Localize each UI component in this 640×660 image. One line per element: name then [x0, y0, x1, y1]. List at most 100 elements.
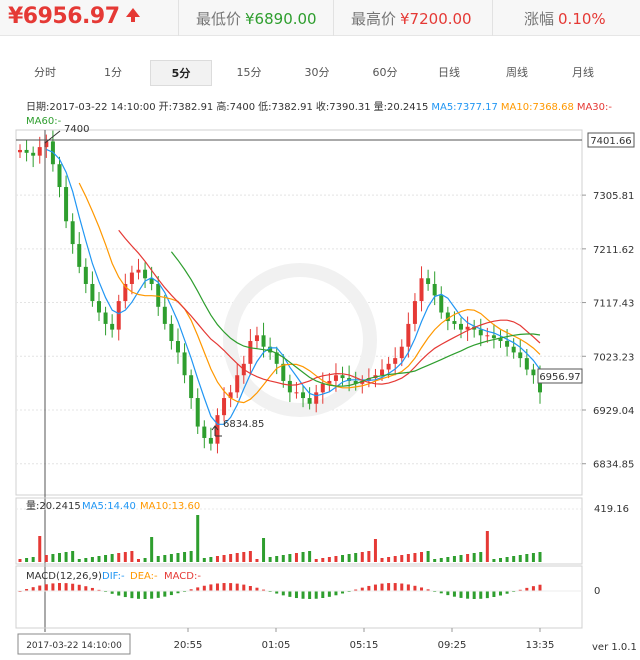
volume-bar — [433, 559, 437, 562]
info-low: 低:7382.91 — [258, 102, 313, 113]
info-date: 日期:2017-03-22 14:10:00 — [26, 102, 156, 113]
macd-bar — [262, 589, 266, 591]
macd-bar — [189, 589, 193, 591]
tab-fenshi[interactable]: 分时 — [34, 66, 56, 79]
y-tick-label: 7211.62 — [593, 245, 634, 256]
info-ma60: MA60:- — [26, 116, 62, 127]
macd-bar — [321, 591, 325, 599]
low-label: 最低价 — [196, 10, 242, 28]
volume-bar — [25, 558, 29, 562]
volume-bar — [380, 558, 384, 562]
candle-body — [333, 375, 338, 381]
price-panel-frame — [15, 129, 583, 496]
volume-bar — [90, 557, 94, 562]
crosshair-price-box — [587, 132, 635, 148]
volume-bar — [215, 556, 219, 562]
volume-bar — [393, 556, 397, 562]
volume-bar — [466, 554, 470, 562]
macd-bar — [150, 591, 154, 599]
tab-60min[interactable]: 60分 — [372, 66, 398, 79]
tab-5min[interactable]: 5分 — [150, 60, 212, 86]
macd-bar — [301, 591, 305, 599]
volume-bar — [531, 553, 535, 562]
candle-body — [518, 352, 523, 359]
macd-bar — [531, 586, 535, 591]
macd-bar — [64, 583, 68, 591]
candle-body — [182, 352, 187, 376]
volume-bar — [229, 554, 233, 562]
macd-bar — [354, 589, 358, 591]
macd-bar — [90, 587, 94, 591]
volume-bar — [413, 553, 417, 562]
candle-body — [24, 149, 29, 153]
candle-body — [531, 369, 536, 376]
volume-bar — [222, 555, 226, 562]
candle-body — [406, 323, 411, 347]
volume-bar — [439, 558, 443, 562]
volume-bar — [387, 557, 391, 562]
candle-body — [445, 312, 450, 322]
time-axis: 20:55 01:05 05:15 09:25 13:35 — [174, 628, 554, 651]
macd-bar — [169, 591, 173, 596]
candle-body — [538, 375, 542, 393]
candle-body — [511, 346, 516, 353]
volume-label: 量:20.2415 — [26, 500, 81, 512]
tab-monthly[interactable]: 月线 — [572, 66, 594, 79]
macd-bar — [420, 587, 424, 591]
candle-body — [208, 437, 213, 444]
macd-bar — [314, 591, 318, 599]
macd-bar — [71, 583, 75, 591]
macd-bar — [479, 591, 483, 599]
candle-body — [254, 335, 259, 342]
candle-body — [70, 221, 75, 245]
tab-weekly[interactable]: 周线 — [506, 66, 528, 79]
candle-body — [116, 301, 121, 330]
info-ma5: MA5:7377.17 — [431, 102, 498, 113]
ma60-line — [170, 251, 541, 387]
candle-body — [505, 341, 510, 347]
candle-body — [77, 244, 82, 267]
tab-daily[interactable]: 日线 — [438, 66, 460, 79]
candle-body — [314, 392, 319, 404]
tab-1min[interactable]: 1分 — [104, 66, 122, 79]
volume-bar — [169, 554, 173, 562]
macd-bar — [281, 591, 285, 596]
tab-15min[interactable]: 15分 — [236, 66, 262, 79]
volume-bar — [406, 554, 410, 562]
macd-bar — [255, 587, 259, 591]
volume-bar — [196, 515, 200, 562]
macd-bar — [38, 585, 42, 591]
tab-30min[interactable]: 30分 — [304, 66, 330, 79]
info-ma10: MA10:7368.68 — [500, 102, 574, 113]
volume-bar — [446, 557, 450, 562]
macd-bar — [222, 583, 226, 591]
macd-bar — [275, 591, 279, 594]
candle-body — [110, 323, 115, 330]
macd-bar — [518, 589, 522, 591]
volume-bar — [301, 552, 305, 562]
ma-lines — [46, 148, 541, 425]
macd-bar — [505, 591, 509, 594]
macd-bar — [25, 589, 29, 591]
candle-body — [485, 335, 490, 337]
volume-bar — [183, 552, 187, 562]
candle-body — [380, 369, 385, 376]
macd-bar — [77, 584, 81, 591]
candle-body — [129, 272, 134, 284]
macd-bar — [334, 591, 338, 596]
candle-body — [386, 363, 391, 370]
volume-bar — [202, 558, 206, 562]
candle-body — [472, 326, 477, 330]
macd-bar — [57, 583, 61, 591]
volume-bar — [485, 531, 489, 562]
candle-body — [248, 341, 253, 364]
volume-bar — [44, 555, 48, 562]
macd-bar — [130, 591, 134, 599]
high-label: 最高价 — [351, 10, 397, 28]
macd-bar — [97, 589, 101, 591]
candle-body — [261, 335, 266, 347]
macd-bar — [288, 591, 292, 597]
macd-bar — [472, 591, 476, 599]
price-grid — [16, 194, 582, 465]
